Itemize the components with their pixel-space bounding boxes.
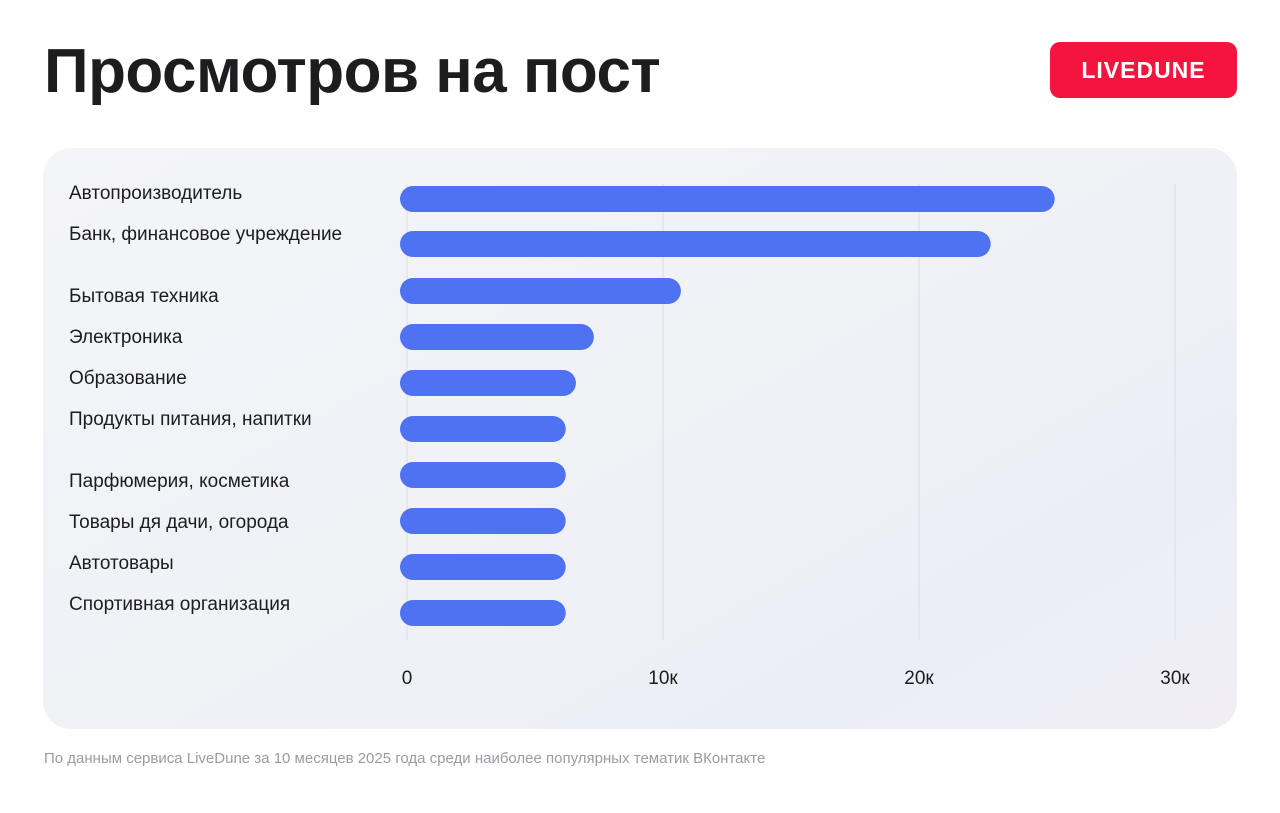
category-label-0: Автопроизводитель — [69, 183, 243, 204]
bar-2 — [400, 278, 681, 304]
source-footnote: По данным сервиса LiveDune за 10 месяцев… — [44, 750, 766, 767]
bar-8 — [400, 554, 566, 580]
x-tick-label-0: 0 — [401, 668, 413, 689]
category-label-4: Образование — [69, 368, 187, 389]
category-label-9: Спортивная организация — [69, 594, 291, 615]
chart-panel: Автопроизводитель Банк, финансовое учрежд… — [43, 148, 1237, 729]
x-tick-label-3: 30к — [1160, 668, 1190, 689]
category-label-6: Парфюмерия, косметика — [69, 471, 290, 492]
bar-9 — [400, 600, 566, 626]
bar-7 — [400, 508, 566, 534]
category-label-7: Товары дя дачи, огорода — [69, 512, 289, 533]
category-label-8: Автотовары — [69, 553, 174, 574]
bar-0 — [400, 186, 1055, 212]
livedune-logo: LIVEDUNE — [1050, 42, 1237, 98]
category-label-1: Банк, финансовое учреждение — [69, 224, 343, 245]
category-label-3: Электроника — [69, 327, 183, 348]
page-title: Просмотров на пост — [44, 37, 661, 106]
bar-3 — [400, 324, 594, 350]
bar-chart — [400, 184, 1176, 640]
category-label-2: Бытовая техника — [69, 286, 219, 307]
category-label-5: Продукты питания, напитки — [69, 409, 312, 430]
x-tick-label-1: 10к — [648, 668, 678, 689]
bar-6 — [400, 462, 566, 488]
bar-1 — [400, 231, 991, 257]
bar-5 — [400, 416, 566, 442]
bar-4 — [400, 370, 576, 396]
x-tick-label-2: 20к — [904, 668, 934, 689]
